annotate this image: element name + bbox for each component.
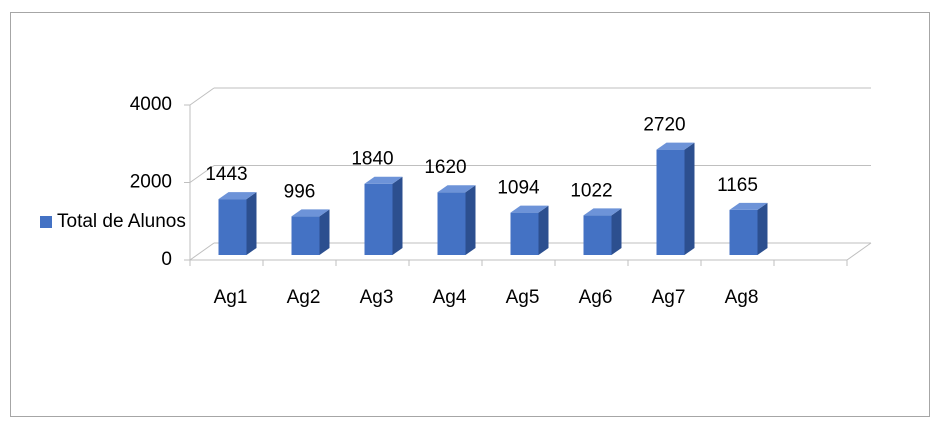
legend-label: Total de Alunos [57,211,186,232]
bar-top [729,202,768,210]
x-tick-label: Ag4 [433,287,467,308]
x-tick-label: Ag5 [506,287,540,308]
bar [437,185,476,255]
bar [510,205,549,255]
grid-line [189,242,215,261]
bar [291,209,330,255]
bar-top [364,176,403,184]
grid-line [189,87,215,106]
x-tick-label: Ag8 [725,287,759,308]
bar-front [656,149,685,255]
data-label: 2720 [643,115,685,136]
x-tick-label: Ag6 [579,287,613,308]
data-label: 1840 [351,149,393,170]
bar-side [465,185,476,255]
bar-side [319,209,330,255]
y-tick-label: 0 [161,249,172,270]
x-tick-label: Ag3 [360,287,394,308]
bar-front [729,209,758,255]
bar-top [510,205,549,213]
grid-line [189,165,215,183]
bar-front [291,216,320,255]
bar-side [538,205,549,255]
bar-front [218,199,247,255]
bar-front [583,215,612,255]
bar [729,202,768,255]
bar-side [246,192,257,255]
data-label: 1165 [717,175,758,196]
data-label: 1022 [570,180,612,201]
data-label: 996 [284,181,316,202]
bar [218,192,257,255]
x-tick-label: Ag1 [214,287,248,308]
bar-top [218,192,257,200]
bar-front [437,192,466,255]
y-tick-label: 2000 [130,172,172,193]
data-label: 1443 [205,164,247,185]
data-label: 1094 [497,178,540,199]
bar-side [684,142,695,255]
bar-top [583,208,622,216]
bar-top [291,209,330,217]
y-tick-label: 4000 [130,94,172,115]
bar-side [392,176,403,255]
bar-side [611,208,622,255]
bar-front [364,183,393,255]
data-label: 1620 [424,157,466,178]
bar [364,176,403,255]
x-tick-label: Ag2 [287,287,321,308]
x-tick-label: Ag7 [652,287,686,308]
bar-front [510,212,539,255]
bar-top [656,142,695,150]
bar [656,142,695,255]
legend-swatch [40,216,52,228]
bar-side [757,202,768,255]
bar [583,208,622,255]
bar-top [437,185,476,193]
